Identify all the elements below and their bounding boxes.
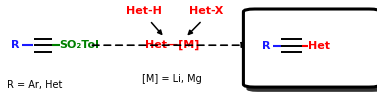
FancyBboxPatch shape	[243, 9, 378, 87]
Text: [M] = Li, Mg: [M] = Li, Mg	[142, 74, 202, 84]
Text: R: R	[11, 40, 19, 50]
Text: SO₂Tol: SO₂Tol	[60, 40, 99, 50]
Text: R: R	[262, 41, 271, 51]
Text: Het—[M]: Het—[M]	[145, 40, 199, 50]
Text: Het: Het	[308, 41, 330, 51]
Text: Het-X: Het-X	[189, 6, 223, 16]
Text: Het-H: Het-H	[126, 6, 162, 16]
Text: R = Ar, Het: R = Ar, Het	[7, 80, 62, 90]
FancyBboxPatch shape	[246, 14, 378, 92]
